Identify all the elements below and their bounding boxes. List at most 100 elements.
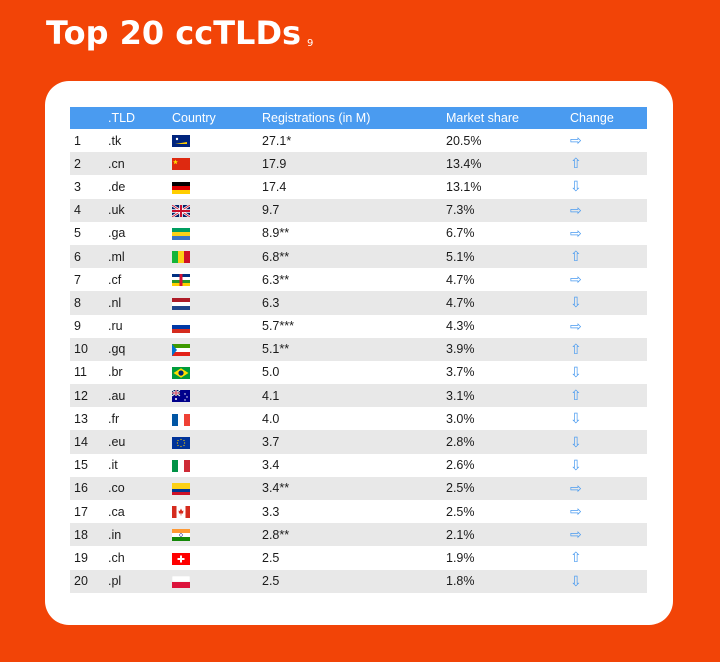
- change-cell: ⇨: [566, 129, 647, 152]
- tld-cell: .br: [108, 365, 123, 380]
- header-tld: .TLD: [104, 107, 168, 129]
- change-cell: ⇧: [566, 384, 647, 408]
- title-text: Top 20 ccTLDs: [46, 14, 302, 52]
- market-share-cell: 7.3%: [442, 198, 566, 222]
- registrations-cell: 4.0: [262, 411, 280, 426]
- tld-cell: .cn: [104, 152, 168, 176]
- change-cell: ⇨: [566, 523, 647, 547]
- table-body: 1 .tk 27.1* 20.5% ⇨ 2 .cn 17.9 13.4% ⇧ 3 .de 17.4 13.…: [70, 129, 647, 593]
- registrations-cell: 3.3: [262, 504, 280, 519]
- table-row: 14 .eu 3.7 2.8% ⇩: [70, 430, 647, 454]
- rank-cell: 18: [70, 523, 104, 547]
- country-cell: [168, 384, 258, 408]
- market-share-cell: 4.7%: [446, 272, 475, 287]
- arrow-down-icon: ⇩: [570, 456, 582, 473]
- country-cell: [168, 268, 258, 291]
- brazil-flag-icon: [172, 367, 190, 380]
- change-cell: ⇩: [566, 407, 647, 430]
- rank-cell: 20: [70, 569, 104, 593]
- country-cell: [168, 244, 258, 269]
- registrations-cell: 5.7***: [262, 319, 294, 334]
- tld-cell: .nl: [104, 291, 168, 315]
- central-african-republic-flag-icon: [172, 274, 190, 287]
- table-row: 18 .in 2.8** 2.1% ⇨: [70, 523, 647, 547]
- poland-flag-icon: [171, 575, 191, 588]
- arrow-right-icon: ⇨: [570, 201, 582, 218]
- cctld-table: .TLD Country Registrations (in M) Market…: [70, 107, 647, 593]
- registrations-cell: 2.5: [262, 550, 280, 565]
- change-cell: ⇨: [566, 222, 647, 245]
- market-share-cell: 2.1%: [442, 523, 566, 547]
- change-cell: ⇩: [566, 361, 647, 384]
- market-share-cell: 4.3%: [446, 319, 475, 334]
- header-country: Country: [168, 107, 258, 129]
- country-cell: [168, 152, 258, 176]
- market-share-cell: 3.1%: [442, 384, 566, 408]
- rank-cell: 12: [70, 384, 104, 408]
- header-registrations: Registrations (in M): [258, 107, 442, 129]
- table-row: 13 .fr 4.0 3.0% ⇩: [70, 407, 647, 430]
- country-cell: [168, 222, 258, 245]
- market-share-cell: 3.0%: [446, 411, 475, 426]
- tld-cell: .ca: [108, 504, 125, 519]
- table-row: 15 .it 3.4 2.6% ⇩: [70, 454, 647, 477]
- rank-cell: 4: [70, 198, 104, 222]
- market-share-cell: 5.1%: [442, 244, 566, 269]
- header-rank: [70, 107, 104, 129]
- arrow-up-icon: ⇧: [570, 340, 582, 357]
- arrow-up-icon: ⇧: [570, 387, 582, 404]
- market-share-cell: 3.9%: [442, 337, 566, 361]
- market-share-cell: 13.1%: [446, 179, 482, 194]
- table-row: 11 .br 5.0 3.7% ⇩: [70, 361, 647, 384]
- table-row: 6 .ml 6.8** 5.1% ⇧: [70, 244, 647, 269]
- country-cell: [168, 523, 258, 547]
- rank-cell: 1: [74, 133, 81, 148]
- china-flag-icon: [172, 158, 190, 171]
- country-cell: [168, 500, 258, 523]
- equatorial-guinea-flag-icon: [172, 343, 190, 356]
- market-share-cell: 6.7%: [446, 226, 475, 241]
- australia-flag-icon: [171, 389, 190, 403]
- change-cell: ⇩: [566, 569, 647, 593]
- registrations-cell: 2.8**: [258, 523, 442, 547]
- registrations-cell: 17.4: [262, 179, 287, 194]
- arrow-right-icon: ⇨: [570, 317, 582, 334]
- header-change: Change: [566, 107, 647, 129]
- tld-cell: .pl: [104, 569, 168, 593]
- france-flag-icon: [172, 413, 190, 426]
- tld-cell: .ml: [104, 244, 168, 269]
- arrow-down-icon: ⇩: [570, 410, 582, 427]
- rank-cell: 8: [70, 291, 104, 315]
- table-row: 20 .pl 2.5 1.8% ⇩: [70, 569, 647, 593]
- market-share-cell: 4.7%: [442, 291, 566, 315]
- registrations-cell: 3.7: [258, 430, 442, 454]
- market-share-cell: 2.5%: [442, 476, 566, 500]
- tld-cell: .fr: [108, 411, 120, 426]
- country-cell: [168, 291, 258, 315]
- tokelau-flag-icon: [172, 135, 190, 148]
- table-row: 4 .uk 9.7 7.3% ⇨: [70, 198, 647, 222]
- header-market-share: Market share: [442, 107, 566, 129]
- change-cell: ⇧: [566, 337, 647, 361]
- footnote-marker: 9: [307, 38, 314, 49]
- tld-cell: .tk: [108, 133, 122, 148]
- table-row: 8 .nl 6.3 4.7% ⇩: [70, 291, 647, 315]
- tld-cell: .uk: [104, 198, 168, 222]
- germany-flag-icon: [172, 181, 190, 194]
- registrations-cell: 3.4**: [258, 476, 442, 500]
- russia-flag-icon: [172, 320, 190, 333]
- market-share-cell: 1.8%: [442, 569, 566, 593]
- switzerland-flag-icon: [172, 552, 190, 565]
- country-cell: [168, 315, 258, 338]
- eu-flag-icon: [172, 436, 190, 449]
- registrations-cell: 2.5: [258, 569, 442, 593]
- tld-cell: .cf: [108, 272, 122, 287]
- table-row: 16 .co 3.4** 2.5% ⇨: [70, 476, 647, 500]
- country-cell: [168, 198, 258, 222]
- change-cell: ⇨: [566, 268, 647, 291]
- registrations-cell: 8.9**: [262, 226, 290, 241]
- market-share-cell: 3.7%: [446, 365, 475, 380]
- registrations-cell: 9.7: [258, 198, 442, 222]
- arrow-down-icon: ⇩: [570, 433, 582, 450]
- arrow-down-icon: ⇩: [570, 363, 582, 380]
